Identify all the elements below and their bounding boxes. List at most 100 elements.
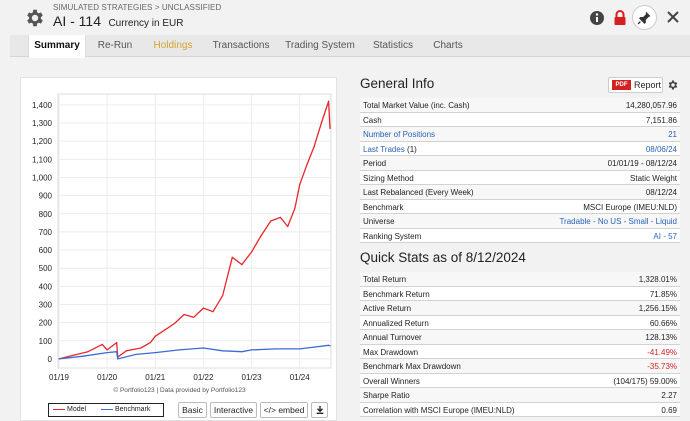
stat-row-label: Correlation with MSCI Europe (IMEU:NLD) (363, 405, 515, 415)
x-tick-label: 01/23 (242, 373, 263, 382)
legend-benchmark-swatch (101, 408, 113, 410)
model-line-point (140, 347, 142, 349)
basic-chart-button[interactable]: Basic (178, 402, 207, 418)
pdf-badge: PDF (612, 80, 631, 90)
tab-transactions[interactable]: Transactions (212, 40, 270, 51)
pin-button[interactable] (632, 5, 657, 30)
stat-row-value: 2.27 (661, 391, 677, 400)
stat-row-label: Sharpe Ratio (363, 391, 410, 400)
legend-benchmark[interactable]: Benchmark (101, 406, 150, 413)
tab-holdings[interactable]: Holdings (153, 40, 193, 51)
info-icon[interactable] (587, 8, 607, 28)
gear-icon[interactable] (24, 7, 46, 29)
info-row-value[interactable]: 08/06/24 (645, 144, 677, 154)
close-icon[interactable] (665, 9, 681, 25)
general-info-table: Total Market Value (inc. Cash) 14,280,057… (360, 98, 680, 243)
tab-charts[interactable]: Charts (433, 40, 463, 51)
info-row-label-text: Ranking System (363, 231, 422, 241)
settings-gear-icon[interactable] (667, 79, 679, 91)
tab-summary[interactable]: Summary (28, 35, 86, 58)
model-line-point (270, 220, 272, 222)
stat-row: Max Drawdown -41.49% (360, 344, 680, 359)
strategy-name: AI - 114 (53, 13, 101, 29)
benchmark-line-point (329, 345, 331, 347)
legend-benchmark-label: Benchmark (115, 406, 151, 413)
quick-stats-table: Total Return 1,328.01% Benchmark Return 71.… (360, 272, 680, 417)
stat-row-label: Active Return (363, 304, 412, 313)
stat-row: Benchmark Max Drawdown -35.73% (360, 359, 680, 374)
interactive-chart-button[interactable]: Interactive (210, 402, 257, 418)
info-row: Benchmark MSCI Europe (IMEU:NLD) (360, 199, 680, 214)
y-tick-label: 1,000 (32, 173, 53, 182)
benchmark-line-point (58, 358, 60, 360)
info-row: Universe Tradable - No US - Small - Liqui… (360, 214, 680, 229)
info-row-label: Period (363, 159, 386, 168)
embed-button[interactable]: </> embed (260, 402, 308, 418)
stat-row-value: (104/175) 59.00% (613, 376, 677, 386)
breadcrumb[interactable]: SIMULATED STRATEGIES > UNCLASSIFIED (53, 3, 222, 12)
info-row-value[interactable]: Tradable - No US - Small - Liquid (559, 217, 677, 226)
info-row-label-text: Last Rebalanced (Every Week) (363, 188, 474, 197)
tab-bar: Summary Re-Run Holdings Transactions Tra… (10, 35, 690, 58)
chart-credit: © Portfolio123 | Data provided by Portfo… (113, 387, 246, 394)
benchmark-line-point (275, 348, 277, 350)
model-line-point (101, 343, 103, 346)
download-icon (316, 405, 323, 414)
model-line-point (116, 341, 118, 344)
model-line-point (329, 127, 331, 130)
model-line-point (125, 350, 127, 352)
info-row: Period 01/01/19 - 08/12/24 (360, 156, 680, 171)
y-tick-label: 400 (39, 282, 53, 291)
stat-row-label: Annualized Return (363, 318, 429, 328)
info-row-value: 08/12/24 (645, 188, 677, 197)
stat-row-value: -35.73% (647, 362, 677, 371)
info-row-label[interactable]: Number of Positions (363, 130, 435, 139)
info-row: Last Rebalanced (Every Week) 08/12/24 (360, 185, 680, 200)
stat-row: Active Return 1,256.15% (360, 301, 680, 316)
info-row-value[interactable]: 21 (668, 130, 677, 139)
info-row-label-text: Benchmark (363, 202, 404, 212)
info-row-label-suffix: (1) (404, 144, 417, 154)
benchmark-line-point (222, 350, 224, 352)
legend-model[interactable]: Model (53, 406, 86, 413)
lock-icon[interactable] (610, 8, 630, 28)
legend-model-swatch (53, 408, 65, 410)
model-line-point (250, 251, 253, 253)
x-tick-label: 01/22 (193, 373, 214, 382)
y-tick-label: 1,400 (32, 101, 53, 110)
x-tick-label: 01/24 (290, 373, 311, 382)
model-line-point (260, 234, 262, 237)
tab-re-run[interactable]: Re-Run (97, 40, 133, 51)
model-line-point (231, 256, 233, 258)
y-tick-label: 100 (39, 337, 53, 346)
stat-row-value: 60.66% (649, 318, 677, 328)
benchmark-line-point (135, 353, 137, 355)
benchmark-line-point (154, 351, 156, 354)
report-button[interactable]: PDF Report (608, 77, 663, 93)
stat-row: Overall Winners (104/175) 59.00% (360, 373, 680, 388)
y-tick-label: 700 (39, 228, 53, 237)
y-tick-label: 1,100 (32, 155, 53, 164)
info-row-label-text[interactable]: Number of Positions (363, 130, 436, 139)
stat-row: Benchmark Return 71.85% (360, 286, 680, 301)
stat-row-label: Overall Winners (363, 376, 420, 386)
info-row-value[interactable]: AI - 57 (653, 231, 677, 241)
tab-trading-system[interactable]: Trading System (285, 40, 355, 51)
report-label: Report (634, 80, 662, 90)
download-button[interactable] (311, 402, 328, 418)
stat-row-label: Benchmark Max Drawdown (363, 362, 461, 371)
benchmark-line (58, 344, 331, 360)
info-row-label[interactable]: Last Trades (1) (363, 145, 417, 154)
stat-row-label: Max Drawdown (363, 347, 419, 357)
stat-row: Total Return 1,328.01% (360, 272, 680, 287)
benchmark-line-point (299, 348, 301, 350)
model-line-point (212, 311, 214, 313)
info-row-label: Ranking System (363, 232, 421, 241)
info-row-label-text: Total Market Value (inc. Cash) (363, 101, 470, 110)
legend-model-label: Model (67, 406, 87, 413)
info-row: Last Trades (1) 08/06/24 (360, 141, 680, 156)
tab-statistics[interactable]: Statistics (372, 40, 413, 51)
y-tick-label: 800 (39, 210, 53, 219)
info-row-label-text[interactable]: Last Trades (363, 144, 405, 154)
currency-label: Currency in EUR (108, 18, 184, 29)
